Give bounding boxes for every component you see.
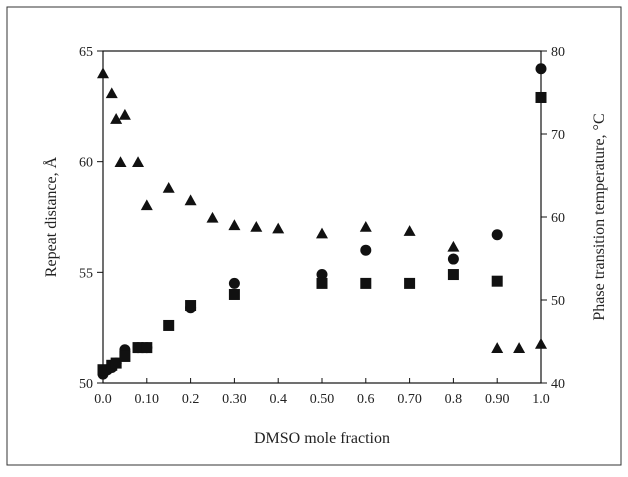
square-point — [185, 300, 197, 312]
square-point — [447, 269, 459, 281]
x-axis-title: DMSO mole fraction — [254, 430, 390, 447]
triangle-point — [228, 219, 241, 231]
y-right-tick-label: 50 — [551, 294, 565, 309]
square-point — [535, 91, 547, 103]
y-left-axis-title: Repeat distance, Å — [42, 156, 60, 277]
x-tick-label: 0.30 — [222, 392, 247, 407]
triangle-point — [206, 211, 219, 223]
triangle-point — [491, 342, 504, 353]
triangle-point — [535, 337, 547, 349]
y-right-tick-label: 70 — [551, 128, 565, 143]
square-point — [97, 364, 109, 376]
y-right-tick-label: 80 — [551, 45, 565, 60]
circle-point — [228, 277, 240, 289]
x-tick-label: 1.0 — [532, 392, 550, 407]
x-tick-label: 0.50 — [310, 392, 335, 407]
triangle-point — [97, 67, 109, 79]
triangle-point — [403, 225, 416, 236]
triangle-point — [162, 181, 175, 193]
outer-border — [6, 6, 622, 466]
triangle-point — [132, 156, 145, 168]
circle-point — [316, 269, 328, 281]
triangle-point — [105, 87, 118, 99]
triangle-point — [513, 342, 526, 353]
y-right-tick-label: 60 — [551, 211, 565, 226]
circle-point — [535, 63, 547, 75]
x-tick-label: 0.70 — [397, 392, 422, 407]
triangle-point — [184, 194, 197, 206]
circle-point — [491, 229, 503, 241]
square-point — [163, 319, 175, 331]
y-left-tick-label: 60 — [79, 156, 93, 171]
y-right-axis-title: Phase transition temperature, °C — [591, 113, 608, 320]
triangle-point — [110, 113, 123, 124]
x-axis-ticks: 0.0 0.10 0.2 0.30 0.4 0.50 0.6 0.70 0.8 0.90 1.0 — [94, 378, 550, 407]
square-point — [119, 350, 131, 362]
x-tick-label: 0.6 — [357, 392, 375, 407]
y-right-axis-ticks: 40 50 60 70 80 — [541, 45, 565, 392]
triangle-point — [316, 227, 328, 239]
square-point — [228, 288, 240, 300]
triangle-point — [114, 156, 127, 168]
square-point — [141, 342, 153, 354]
x-tick-label: 0.10 — [135, 392, 160, 407]
triangle-point — [272, 222, 285, 234]
data-marks — [97, 63, 547, 380]
triangle-point — [118, 108, 131, 120]
triangle-point — [359, 220, 372, 232]
x-tick-label: 0.8 — [445, 392, 463, 407]
y-left-tick-label: 55 — [79, 266, 93, 281]
triangle-point — [447, 240, 460, 252]
circle-point — [447, 253, 459, 265]
x-tick-label: 0.0 — [94, 392, 112, 407]
square-point — [404, 277, 416, 289]
plot-area — [102, 50, 542, 384]
y-left-tick-label: 50 — [79, 377, 93, 392]
y-right-tick-label: 40 — [551, 377, 565, 392]
square-point — [132, 342, 144, 354]
circle-point — [360, 244, 372, 256]
square-point — [316, 277, 328, 289]
triangle-point — [140, 199, 153, 211]
square-point — [110, 357, 122, 369]
y-left-axis-ticks: 50 55 60 65 — [79, 45, 103, 392]
square-point — [360, 277, 372, 289]
triangle-point — [250, 220, 263, 232]
y-left-tick-label: 65 — [79, 45, 93, 60]
square-point — [491, 275, 503, 287]
x-tick-label: 0.2 — [182, 392, 200, 407]
x-tick-label: 0.4 — [269, 392, 287, 407]
x-tick-label: 0.90 — [485, 392, 510, 407]
